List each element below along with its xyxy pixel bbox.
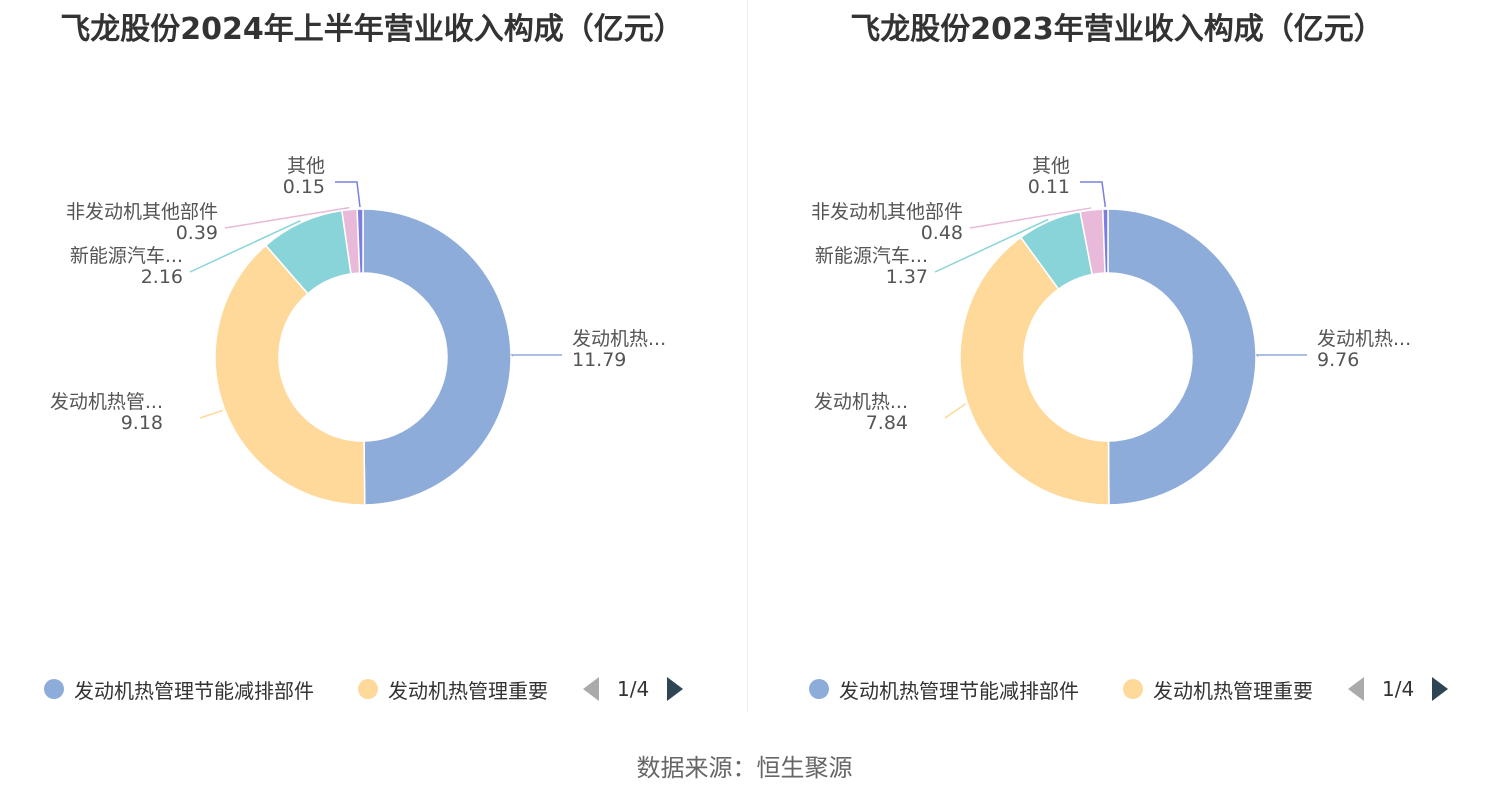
pager-next-arrow-icon[interactable]	[1432, 677, 1449, 701]
pager-prev-arrow-icon[interactable]	[1348, 677, 1364, 701]
slice-value-new-energy-vehicle: 1.37	[886, 266, 928, 288]
slice-label-new-energy-vehicle: 新能源汽车...	[70, 245, 183, 267]
chart-panel-2023: 飞龙股份2023年营业收入构成（亿元） 发动机热... 9.76 发动机热... 7.…	[745, 0, 1489, 715]
legend-dot	[1123, 679, 1143, 699]
slice-value-engine-thermal-parts: 9.76	[1317, 349, 1359, 371]
legend-2023: 发动机热管理节能减排部件 发动机热管理重要 1/4	[745, 672, 1489, 706]
slice-label-engine-thermal-parts: 发动机热...	[572, 328, 666, 350]
slice-label-non-engine-parts: 非发动机其他部件	[811, 201, 963, 223]
leader-line-engine-thermal-important	[944, 403, 966, 419]
slice-value-non-engine-parts: 0.48	[921, 222, 963, 244]
legend-dot	[358, 679, 378, 699]
leader-line-engine-thermal-parts	[1255, 354, 1307, 357]
donut-slice-engine-thermal-parts[interactable]	[1107, 208, 1257, 506]
leader-line-other	[335, 181, 361, 208]
donut-chart-2023: 发动机热...9.76发动机热...7.84新能源汽车...1.37非发动机其他…	[811, 155, 1411, 506]
legend-pager: 1/4	[1348, 672, 1449, 706]
pager-page-text: 1/4	[617, 677, 650, 701]
slice-value-non-engine-parts: 0.39	[176, 222, 218, 244]
donut-slice-engine-thermal-important[interactable]	[214, 244, 366, 506]
data-source: 数据来源：恒生聚源	[636, 754, 853, 782]
donut-slice-engine-thermal-important[interactable]	[959, 236, 1110, 506]
legend-label: 发动机热管理节能减排部件	[839, 678, 1079, 703]
donut-chart-2024: 发动机热...11.79 发动机热管...9.18 新能源汽车...2.16 非发动机…	[50, 155, 666, 506]
legend-dot	[44, 679, 64, 699]
legend-label: 发动机热管理重要	[1153, 678, 1313, 703]
slice-label-new-energy-vehicle: 新能源汽车...	[815, 245, 928, 267]
legend-2024: 发动机热管理节能减排部件 发动机热管理重要 1/4	[0, 672, 744, 706]
panel-divider	[747, 0, 748, 712]
leader-line-new-energy-vehicle	[934, 218, 1049, 273]
pager-prev-arrow-icon[interactable]	[583, 677, 599, 701]
donut-slice-engine-thermal-parts[interactable]	[362, 208, 512, 506]
slice-label-engine-thermal-parts: 发动机热...	[1317, 328, 1411, 350]
legend-label: 发动机热管理节能减排部件	[74, 678, 314, 703]
slice-value-engine-thermal-parts: 11.79	[572, 349, 626, 371]
leader-line-engine-thermal-important	[199, 409, 224, 419]
leader-line-engine-thermal-parts	[510, 354, 562, 357]
slice-label-other: 其他	[287, 155, 325, 177]
pager-next-arrow-icon[interactable]	[667, 677, 684, 701]
legend-item-engine-thermal-important[interactable]: 发动机热管理重要	[1123, 672, 1313, 706]
slice-value-engine-thermal-important: 9.18	[121, 412, 163, 434]
legend-item-engine-thermal-parts[interactable]: 发动机热管理节能减排部件	[809, 672, 1079, 706]
slice-value-other: 0.11	[1028, 176, 1070, 198]
donut-slice-other[interactable]	[356, 208, 364, 274]
slice-label-non-engine-parts: 非发动机其他部件	[66, 201, 218, 223]
chart-title-2023: 飞龙股份2023年营业收入构成（亿元）	[850, 12, 1384, 47]
leader-line-other	[1080, 181, 1107, 208]
leader-line-new-energy-vehicle	[189, 219, 301, 273]
legend-pager: 1/4	[583, 672, 684, 706]
leader-line-non-engine-parts	[969, 207, 1092, 229]
slice-value-other: 0.15	[283, 176, 325, 198]
legend-item-engine-thermal-parts[interactable]: 发动机热管理节能减排部件	[44, 672, 314, 706]
legend-item-engine-thermal-important[interactable]: 发动机热管理重要	[358, 672, 548, 706]
leader-line-non-engine-parts	[224, 206, 350, 229]
slice-label-other: 其他	[1032, 155, 1070, 177]
slice-label-engine-thermal-important: 发动机热管...	[50, 391, 163, 413]
legend-dot	[809, 679, 829, 699]
slice-value-new-energy-vehicle: 2.16	[141, 266, 183, 288]
slice-label-engine-thermal-important: 发动机热...	[814, 391, 908, 413]
pager-page-text: 1/4	[1382, 677, 1415, 701]
slice-value-engine-thermal-important: 7.84	[866, 412, 908, 434]
donut-slice-other[interactable]	[1101, 208, 1109, 274]
legend-label: 发动机热管理重要	[388, 678, 548, 703]
chart-title-2024: 飞龙股份2024年上半年营业收入构成（亿元）	[60, 12, 684, 47]
chart-panel-2024: 飞龙股份2024年上半年营业收入构成（亿元） 发动机热... 11.79 发动机热管…	[0, 0, 744, 715]
